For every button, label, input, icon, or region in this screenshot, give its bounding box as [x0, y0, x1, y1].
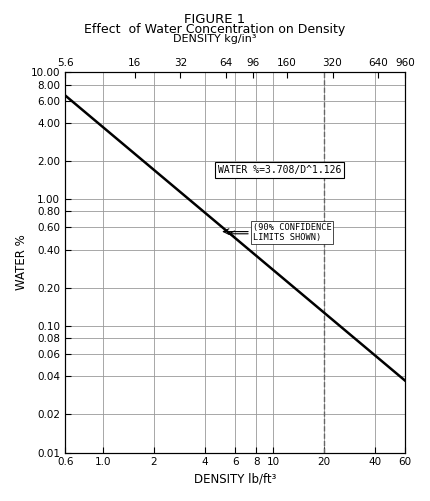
- Text: FIGURE 1: FIGURE 1: [184, 13, 246, 26]
- Text: WATER %=3.708/D^1.126: WATER %=3.708/D^1.126: [218, 165, 341, 175]
- Text: DENSITY kg/in³: DENSITY kg/in³: [173, 34, 257, 44]
- Y-axis label: WATER %: WATER %: [15, 234, 28, 291]
- Text: (90% CONFIDENCE
LIMITS SHOWN): (90% CONFIDENCE LIMITS SHOWN): [252, 223, 331, 242]
- Text: Effect  of Water Concentration on Density: Effect of Water Concentration on Density: [84, 23, 346, 36]
- X-axis label: DENSITY lb/ft³: DENSITY lb/ft³: [194, 473, 276, 486]
